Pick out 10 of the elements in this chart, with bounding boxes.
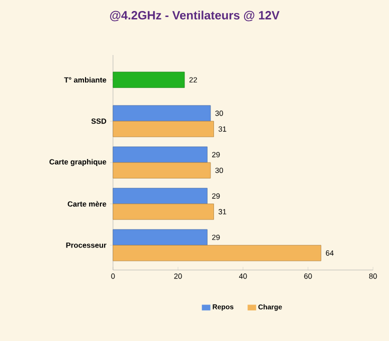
bar — [112, 120, 214, 138]
bar — [112, 72, 185, 88]
bar — [112, 146, 208, 163]
bar — [112, 162, 211, 178]
bar — [112, 204, 214, 220]
bar — [112, 105, 211, 122]
bar — [112, 188, 208, 204]
bar — [112, 244, 322, 262]
bar — [112, 229, 208, 246]
chart-title: @4.2GHz - Ventilateurs @ 12V — [110, 10, 280, 22]
